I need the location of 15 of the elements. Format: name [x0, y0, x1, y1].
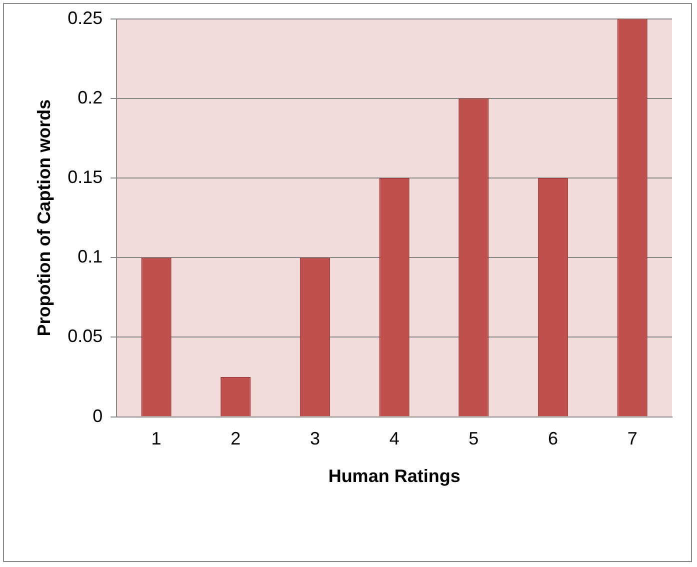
y-tick-label: 0.2 — [78, 87, 103, 108]
y-tick-label: 0.1 — [78, 246, 103, 267]
x-tick-label: 6 — [548, 428, 558, 449]
y-axis-title: Propotion of Caption words — [34, 99, 54, 336]
x-tick-label: 3 — [310, 428, 320, 449]
y-tick-label: 0.25 — [68, 8, 103, 28]
y-tick-label: 0.15 — [68, 166, 103, 187]
y-tick-label: 0 — [92, 406, 103, 426]
x-tick-label: 7 — [627, 428, 638, 449]
x-tick-label: 4 — [389, 428, 400, 449]
x-tick-label: 1 — [151, 428, 162, 449]
y-tick-label: 0.05 — [68, 326, 103, 346]
x-tick-label: 5 — [468, 428, 479, 449]
x-axis-title: Human Ratings — [328, 466, 460, 486]
x-tick-label: 2 — [230, 428, 241, 449]
